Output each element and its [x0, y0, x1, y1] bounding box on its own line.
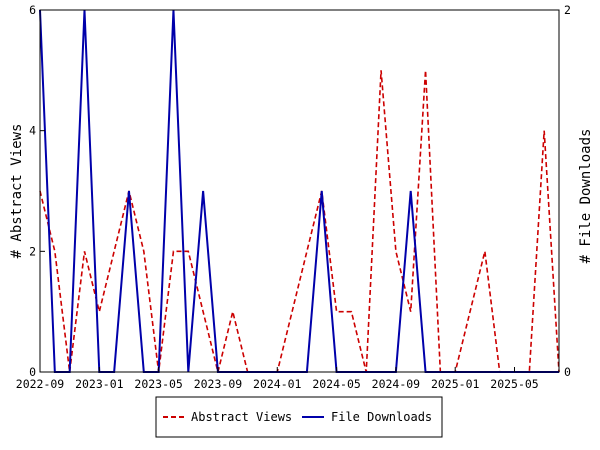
legend: Abstract Views File Downloads: [155, 396, 443, 438]
y-left-tick-label: 0: [29, 365, 36, 379]
y-left-tick-label: 4: [29, 124, 36, 138]
x-tick-label: 2024-05: [312, 377, 360, 391]
ticks-layer: 2022-09 2023-01 2023-05 2023-09 2024-01 2024-…: [16, 3, 571, 391]
y-left-tick-label: 2: [29, 244, 36, 258]
legend-label-file-downloads: File Downloads: [331, 410, 432, 424]
x-tick-label: 2022-09: [16, 377, 65, 391]
y-right-tick-label: 0: [564, 365, 571, 379]
x-tick-label: 2024-01: [253, 377, 302, 391]
x-tick-label: 2023-01: [75, 377, 124, 391]
x-tick-label: 2025-05: [490, 377, 538, 391]
series-line-file-downloads: [39, 9, 559, 373]
y-axis-right-title: # File Downloads: [578, 129, 594, 264]
y-left-tick-label: 6: [29, 3, 36, 17]
x-tick-label: 2024-09: [372, 377, 421, 391]
y-right-tick-label: 2: [564, 3, 571, 17]
x-tick-label: 2023-05: [134, 377, 182, 391]
x-tick-label: 2023-09: [194, 377, 243, 391]
x-tick-label: 2025-01: [431, 377, 480, 391]
legend-label-abstract-views: Abstract Views: [191, 410, 292, 424]
series-layer: [39, 9, 560, 373]
plot-area-frame: [39, 9, 560, 373]
legend-box: [155, 396, 443, 438]
y-axis-left-title: # Abstract Views: [9, 124, 25, 259]
series-line-abstract-views: [39, 70, 560, 373]
